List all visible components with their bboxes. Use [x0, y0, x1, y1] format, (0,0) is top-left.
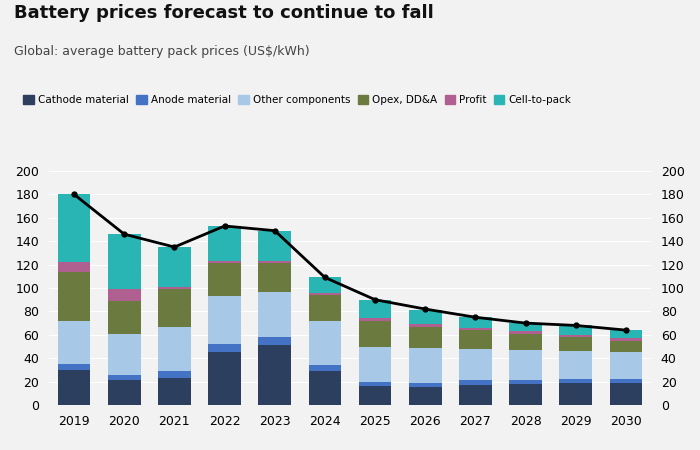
- Bar: [309, 321, 341, 365]
- Bar: [158, 327, 190, 371]
- Bar: [359, 346, 391, 382]
- Bar: [610, 352, 642, 379]
- Bar: [258, 261, 291, 263]
- Bar: [559, 325, 592, 335]
- Bar: [58, 194, 90, 262]
- Bar: [510, 323, 542, 331]
- Bar: [258, 292, 291, 337]
- Bar: [258, 345, 291, 405]
- Bar: [559, 337, 592, 351]
- Bar: [108, 301, 141, 333]
- Bar: [610, 341, 642, 352]
- Bar: [108, 234, 141, 289]
- Bar: [209, 352, 241, 405]
- Bar: [459, 317, 491, 328]
- Bar: [359, 300, 391, 319]
- Bar: [510, 333, 542, 350]
- Bar: [359, 386, 391, 405]
- Bar: [58, 262, 90, 272]
- Bar: [58, 272, 90, 321]
- Bar: [359, 382, 391, 386]
- Bar: [610, 338, 642, 341]
- Bar: [209, 261, 241, 263]
- Bar: [610, 330, 642, 338]
- Bar: [409, 310, 442, 324]
- Bar: [510, 384, 542, 405]
- Bar: [510, 331, 542, 333]
- Bar: [409, 327, 442, 348]
- Bar: [209, 296, 241, 344]
- Bar: [409, 387, 442, 405]
- Bar: [108, 289, 141, 301]
- Bar: [108, 374, 141, 380]
- Legend: Cathode material, Anode material, Other components, Opex, DD&A, Profit, Cell-to-: Cathode material, Anode material, Other …: [19, 91, 575, 109]
- Text: Battery prices forecast to continue to fall: Battery prices forecast to continue to f…: [14, 4, 434, 22]
- Bar: [158, 287, 190, 289]
- Bar: [559, 383, 592, 405]
- Bar: [258, 231, 291, 261]
- Bar: [108, 333, 141, 374]
- Bar: [209, 263, 241, 296]
- Bar: [309, 278, 341, 292]
- Bar: [459, 349, 491, 380]
- Bar: [108, 380, 141, 405]
- Bar: [610, 379, 642, 383]
- Bar: [510, 350, 542, 380]
- Bar: [309, 292, 341, 295]
- Bar: [209, 226, 241, 261]
- Bar: [459, 330, 491, 349]
- Bar: [309, 371, 341, 405]
- Bar: [559, 335, 592, 337]
- Bar: [258, 337, 291, 345]
- Bar: [58, 364, 90, 370]
- Bar: [459, 380, 491, 385]
- Text: Global: average battery pack prices (US$/kWh): Global: average battery pack prices (US$…: [14, 45, 309, 58]
- Bar: [309, 365, 341, 371]
- Bar: [158, 247, 190, 287]
- Bar: [409, 324, 442, 327]
- Bar: [359, 321, 391, 346]
- Bar: [559, 379, 592, 383]
- Bar: [309, 295, 341, 321]
- Bar: [359, 319, 391, 321]
- Bar: [158, 289, 190, 327]
- Bar: [459, 385, 491, 405]
- Bar: [209, 344, 241, 352]
- Bar: [58, 321, 90, 364]
- Bar: [58, 370, 90, 405]
- Bar: [459, 328, 491, 330]
- Bar: [409, 348, 442, 383]
- Bar: [258, 263, 291, 292]
- Bar: [158, 378, 190, 405]
- Bar: [158, 371, 190, 378]
- Bar: [409, 383, 442, 387]
- Bar: [510, 380, 542, 384]
- Bar: [610, 383, 642, 405]
- Bar: [559, 351, 592, 379]
